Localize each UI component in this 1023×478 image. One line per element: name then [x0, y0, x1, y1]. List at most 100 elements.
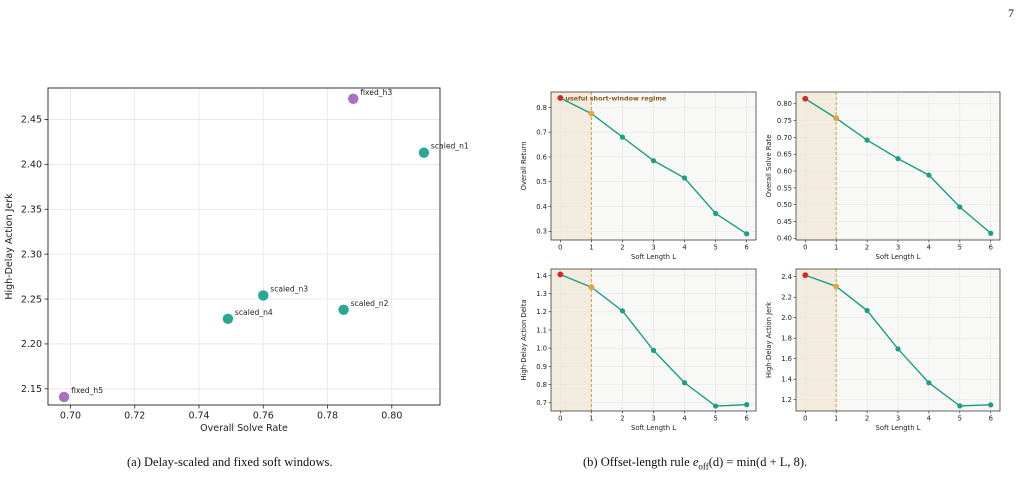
panel-a-scatter: 0.70 0.72 0.74 0.76 0.78 0.80 2.15 2.20 2.25 2.30… — [4, 87, 469, 434]
y-tick-label: 1.4 — [536, 272, 547, 280]
scatter-point — [222, 313, 234, 324]
plot-frame — [47, 87, 441, 406]
y-tick-label: 0.7 — [536, 399, 547, 407]
x-tick-label: 6 — [989, 244, 993, 252]
y-tick-label: 1.2 — [536, 308, 547, 316]
data-point — [926, 172, 932, 178]
y-tick-label: 0.75 — [777, 117, 792, 125]
data-point — [713, 210, 719, 217]
point-label: fixed_h5 — [71, 386, 103, 395]
x-tick-label: 5 — [713, 244, 717, 252]
data-point — [926, 380, 932, 386]
x-tick-label: 0 — [803, 244, 807, 252]
y-tick-label: 2.40 — [21, 160, 42, 171]
x-axis-label: Soft Length L — [876, 253, 921, 261]
data-point — [744, 231, 750, 237]
x-tick-label: 0.74 — [188, 411, 209, 422]
x-tick-label: 5 — [958, 415, 962, 423]
data-point — [895, 346, 901, 352]
data-point — [957, 403, 963, 409]
data-point — [619, 308, 626, 314]
x-tick-label: 0.78 — [317, 411, 338, 422]
y-tick-label: 0.60 — [777, 167, 792, 175]
x-tick-label: 0.76 — [253, 411, 274, 422]
x-tick-label: 4 — [682, 415, 686, 423]
data-point — [713, 403, 719, 409]
y-tick-label: 0.3 — [536, 228, 547, 236]
scatter-point — [258, 290, 269, 301]
data-point — [833, 115, 840, 122]
data-point — [588, 110, 595, 117]
x-axis-label: Soft Length L — [631, 253, 676, 261]
caption-b: (b) Offset-length rule eoff(d) = min(d +… — [583, 455, 807, 472]
data-point — [557, 95, 564, 101]
plot-frame — [795, 91, 1001, 241]
panel-b3-action-delta: 0 1 2 3 4 5 6 0.7 0.8 0.9 1.0 1.1 1.2 1.3 1.4 Soft Leng… — [520, 268, 757, 432]
y-tick-label: 0.7 — [536, 129, 547, 137]
x-tick-label: 4 — [927, 244, 931, 252]
y-tick-label: 0.9 — [536, 363, 547, 371]
y-tick-label: 0.45 — [777, 218, 792, 226]
y-tick-label: 0.80 — [777, 100, 792, 108]
y-tick-label: 0.70 — [777, 134, 792, 142]
data-point — [988, 230, 994, 236]
y-tick-label: 1.8 — [781, 335, 792, 343]
y-tick-label: 2.30 — [21, 249, 42, 260]
y-tick-label: 1.1 — [536, 326, 547, 334]
y-tick-label: 1.4 — [781, 376, 792, 384]
data-point — [744, 402, 750, 408]
x-tick-label: 2 — [865, 244, 869, 252]
y-axis-label: Overall Solve Rate — [765, 135, 773, 198]
point-label: scaled_n2 — [351, 299, 389, 308]
data-point — [681, 380, 688, 386]
scatter-point — [338, 304, 349, 316]
x-tick-label: 0.72 — [124, 411, 145, 422]
data-point — [802, 272, 809, 279]
caption-a: (a) Delay-scaled and fixed soft windows. — [127, 455, 333, 469]
plot-frame — [550, 268, 757, 412]
data-point — [802, 95, 809, 102]
y-tick-label: 0.4 — [536, 203, 547, 211]
data-point — [650, 158, 657, 164]
x-tick-label: 3 — [651, 244, 655, 252]
plot-frame — [550, 91, 757, 241]
x-tick-label: 6 — [745, 244, 749, 252]
scatter-point — [348, 93, 359, 104]
panel-b2-overall-solve-rate: 0 1 2 3 4 5 6 0.40 0.45 0.50 0.55 0.60 0.65 0.70 0.75 0… — [765, 91, 1001, 261]
data-point — [864, 307, 870, 314]
x-tick-label: 4 — [927, 415, 931, 423]
regime-shade — [551, 269, 592, 411]
y-tick-label: 2.4 — [781, 273, 792, 281]
caption-b-prefix: (b) Offset-length rule — [583, 455, 693, 469]
point-label: scaled_n4 — [235, 308, 273, 317]
data-point — [681, 175, 688, 181]
regime-shade — [551, 92, 592, 240]
x-tick-label: 1 — [589, 244, 593, 252]
y-tick-label: 2.20 — [21, 339, 42, 350]
caption-b-formula-e: e — [692, 455, 699, 469]
y-axis-label: High-Delay Action Delta — [520, 299, 528, 380]
y-tick-label: 0.55 — [777, 184, 792, 192]
page-number: 7 — [1008, 6, 1014, 20]
panel-b1-overall-return: 0 1 2 3 4 5 6 0.3 0.4 0.5 0.6 0.7 0.8 useful short-wi… — [520, 91, 757, 261]
data-point — [650, 347, 657, 353]
x-tick-label: 6 — [745, 415, 749, 423]
x-tick-label: 1 — [834, 415, 838, 423]
y-axis-label: High-Delay Action Jerk — [765, 302, 773, 378]
x-tick-label: 3 — [651, 415, 655, 423]
x-tick-label: 0 — [803, 415, 807, 423]
x-tick-label: 3 — [896, 244, 900, 252]
x-tick-label: 2 — [620, 244, 624, 252]
y-tick-label: 0.5 — [536, 178, 547, 186]
y-tick-label: 0.8 — [536, 381, 547, 389]
x-tick-label: 5 — [958, 244, 962, 252]
caption-b-formula-sub: off — [698, 461, 709, 472]
data-point — [588, 284, 595, 291]
data-point — [957, 204, 963, 210]
x-tick-label: 0.80 — [381, 411, 402, 422]
data-point — [619, 134, 626, 140]
plot-frame — [795, 268, 1001, 412]
x-tick-label: 4 — [682, 244, 686, 252]
y-tick-label: 2.35 — [21, 205, 42, 216]
